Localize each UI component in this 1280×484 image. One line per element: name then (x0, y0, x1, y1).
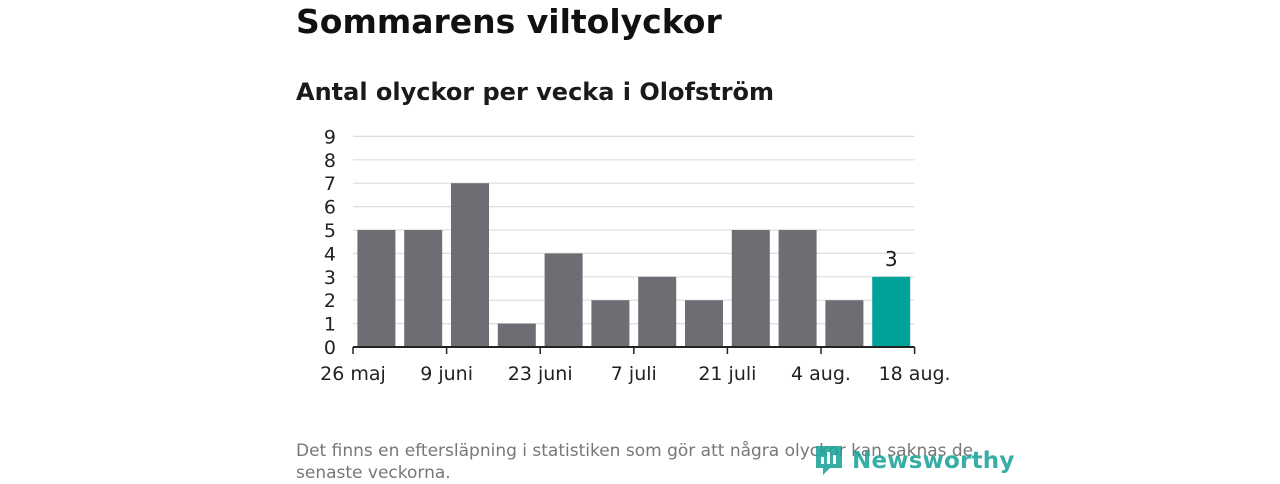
bar (451, 183, 489, 347)
y-tick-label: 2 (324, 290, 336, 312)
x-tick-label: 7 juli (611, 363, 657, 385)
data-label: 3 (885, 247, 898, 271)
chart-title: Sommarens viltolyckor (296, 2, 722, 41)
y-tick-label: 4 (324, 243, 336, 265)
logo-text: Newsworthy (852, 448, 1015, 474)
bar (638, 276, 677, 347)
bar (685, 300, 723, 347)
x-tick-label: 18 aug. (879, 363, 951, 385)
y-tick-label: 3 (324, 267, 336, 289)
x-tick-label: 4 aug. (791, 363, 851, 385)
x-tick-label: 21 juli (698, 363, 756, 385)
bar (404, 230, 443, 347)
bar (357, 230, 396, 347)
newsworthy-logo-icon (816, 446, 842, 475)
bar (825, 300, 864, 347)
y-tick-label: 5 (324, 220, 336, 242)
y-tick-label: 7 (324, 173, 336, 195)
newsworthy-logo: Newsworthy (814, 444, 1015, 478)
x-tick-label: 26 maj (320, 363, 386, 385)
bar (544, 253, 583, 347)
bar (497, 323, 536, 347)
x-tick-label: 23 juni (508, 363, 573, 385)
bar (872, 276, 911, 347)
y-tick-label: 9 (324, 126, 336, 148)
y-tick-label: 1 (324, 314, 336, 336)
bar (731, 230, 770, 347)
footnote: Det finns en eftersläpning i statistiken… (296, 441, 974, 483)
y-tick-label: 0 (324, 337, 336, 359)
bar (778, 230, 817, 347)
bar (591, 300, 630, 347)
y-tick-label: 8 (324, 150, 336, 172)
chart-subtitle: Antal olyckor per vecka i Olofström (296, 78, 775, 106)
y-tick-label: 6 (324, 197, 336, 219)
x-tick-label: 9 juni (420, 363, 473, 385)
